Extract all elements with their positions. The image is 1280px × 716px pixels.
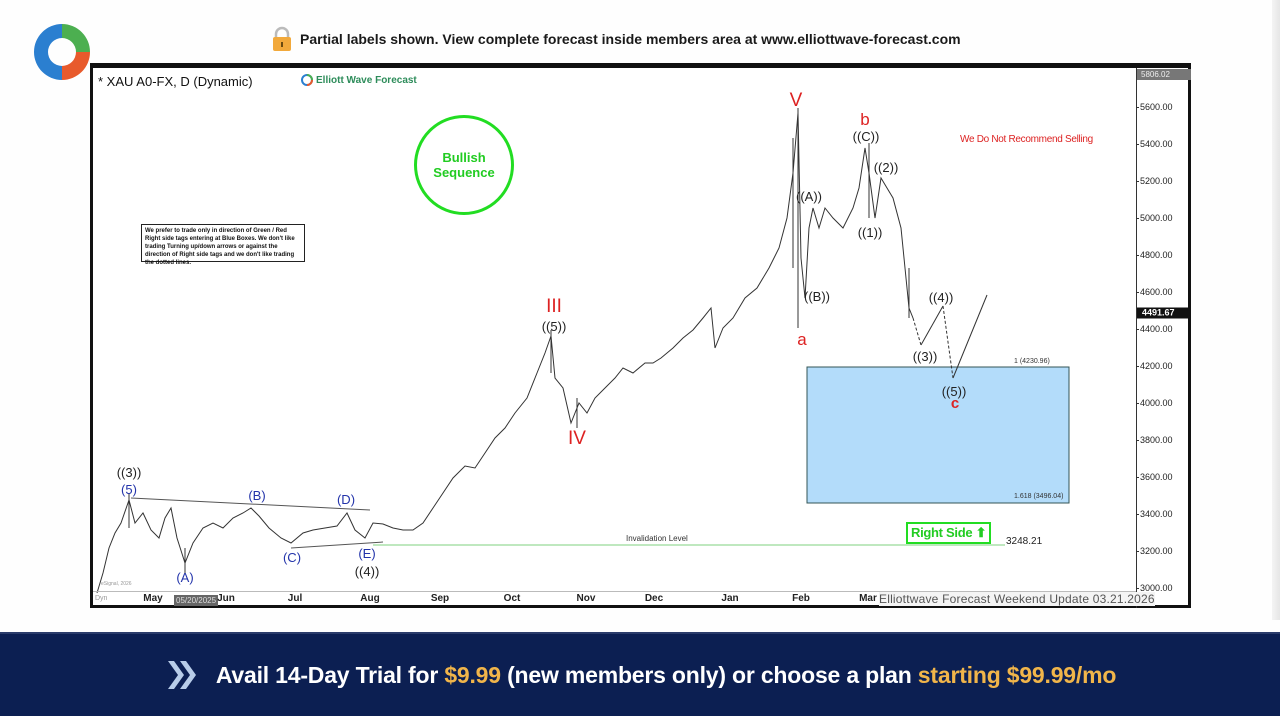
y-tick: 4400.00 bbox=[1136, 324, 1173, 334]
right-side-tag: Right Side ⬆ bbox=[906, 522, 992, 544]
x-tick: May bbox=[143, 593, 163, 604]
wave-label: (A) bbox=[176, 570, 194, 585]
wave-label: a bbox=[797, 330, 807, 349]
wave-label: III bbox=[546, 296, 562, 317]
bullish-line2: Sequence bbox=[433, 165, 495, 180]
elliott-wave-logo-icon bbox=[34, 24, 90, 80]
wave-label: ((C)) bbox=[852, 129, 880, 144]
current-price-tag: 4491.67 bbox=[1137, 307, 1191, 319]
wave-label: ((4)) bbox=[354, 564, 380, 579]
wave-label: ((A)) bbox=[796, 189, 822, 204]
partial-labels-notice: Partial labels shown. View complete fore… bbox=[272, 26, 961, 52]
right-side-text: Right Side bbox=[911, 525, 973, 540]
y-tick: 4000.00 bbox=[1136, 398, 1173, 408]
scroll-edge bbox=[1272, 0, 1280, 620]
top-price-tag: 5806.02 bbox=[1137, 69, 1191, 80]
wave-label: (C) bbox=[282, 550, 302, 565]
wave-label: (5) bbox=[121, 482, 137, 497]
brand-label: Elliott Wave Forecast bbox=[301, 74, 417, 86]
promo-banner[interactable]: Avail 14-Day Trial for $9.99 (new member… bbox=[0, 632, 1280, 716]
wave-label: (E) bbox=[358, 546, 376, 561]
fib-1618-label: 1.618 (3496.04) bbox=[1014, 493, 1064, 500]
chart-title: * XAU A0-FX, D (Dynamic) bbox=[98, 74, 253, 89]
wave-label: ((1)) bbox=[857, 225, 883, 240]
x-tick: Jul bbox=[287, 593, 303, 604]
wave-label: ((2)) bbox=[873, 160, 899, 175]
invalidation-label: Invalidation Level bbox=[626, 534, 688, 543]
brand-logo-icon bbox=[301, 74, 313, 86]
trial-price: $9.99 bbox=[444, 661, 501, 688]
y-tick: 3800.00 bbox=[1136, 435, 1173, 445]
blue-box bbox=[806, 366, 1070, 504]
y-axis: 5806.02 5600.00 5400.00 5200.00 5000.00 … bbox=[1136, 68, 1191, 608]
notice-text: Partial labels shown. View complete fore… bbox=[300, 31, 961, 47]
lock-icon bbox=[273, 26, 291, 51]
x-tick: Feb bbox=[792, 593, 810, 604]
price-chart: * XAU A0-FX, D (Dynamic) Elliott Wave Fo… bbox=[90, 63, 1191, 608]
bullish-sequence-badge: Bullish Sequence bbox=[414, 115, 514, 215]
date-tag: 05/20/2025 bbox=[174, 595, 219, 606]
wave-label: ((5)) bbox=[941, 384, 967, 399]
y-tick: 5400.00 bbox=[1136, 139, 1173, 149]
wave-label: ((3)) bbox=[116, 465, 142, 480]
x-tick: Jun bbox=[217, 593, 235, 604]
wave-label: ((4)) bbox=[928, 290, 954, 305]
x-tick: Jan bbox=[721, 593, 739, 604]
promo-text: Avail 14-Day Trial for $9.99 (new member… bbox=[215, 661, 1117, 689]
wave-label: ((3)) bbox=[912, 349, 938, 364]
chart-plot-area bbox=[96, 108, 1070, 594]
wave-label: ((5)) bbox=[541, 319, 567, 334]
promo-prefix: Avail 14-Day Trial for bbox=[215, 661, 445, 688]
promo-middle: (new members only) or choose a plan bbox=[500, 661, 918, 688]
y-tick: 3400.00 bbox=[1136, 509, 1173, 519]
x-tick: Oct bbox=[503, 593, 521, 604]
plan-price: starting $99.99/mo bbox=[917, 661, 1117, 688]
update-footer: Elliottwave Forecast Weekend Update 03.2… bbox=[879, 592, 1155, 606]
wave-label: V bbox=[789, 90, 803, 111]
up-arrow-icon: ⬆ bbox=[975, 525, 987, 540]
x-tick: Mar bbox=[859, 593, 877, 604]
bullish-line1: Bullish bbox=[442, 150, 486, 165]
x-tick: Aug bbox=[360, 593, 380, 604]
y-tick: 4200.00 bbox=[1136, 361, 1173, 371]
dyn-label: Dyn bbox=[95, 595, 108, 602]
fib-1-label: 1 (4230.96) bbox=[1014, 358, 1050, 365]
no-sell-warning: We Do Not Recommend Selling bbox=[960, 134, 1093, 145]
wave-label: IV bbox=[568, 428, 586, 449]
wave-label: ((B)) bbox=[804, 289, 830, 304]
y-tick: 4800.00 bbox=[1136, 250, 1173, 260]
double-chevron-right-icon bbox=[167, 661, 196, 689]
y-tick: 5000.00 bbox=[1136, 213, 1173, 223]
esignal-watermark: eSignal, 2026 bbox=[101, 581, 132, 587]
x-tick: Dec bbox=[644, 593, 664, 604]
y-tick: 3000.00 bbox=[1136, 583, 1173, 593]
wave-label: (D) bbox=[336, 492, 356, 507]
y-tick: 5200.00 bbox=[1136, 176, 1173, 186]
x-tick: Sep bbox=[430, 593, 450, 604]
brand-text: Elliott Wave Forecast bbox=[316, 74, 417, 86]
invalidation-value: 3248.21 bbox=[1006, 536, 1043, 547]
wave-label: (B) bbox=[248, 488, 266, 503]
x-tick: Nov bbox=[576, 593, 596, 604]
y-tick: 4600.00 bbox=[1136, 287, 1173, 297]
y-tick: 3600.00 bbox=[1136, 472, 1173, 482]
wave-label: c bbox=[950, 395, 960, 412]
y-tick: 3200.00 bbox=[1136, 546, 1173, 556]
x-axis: Dyn 05/20/2025 May Jun Jul Aug Sep Oct N… bbox=[93, 591, 1136, 608]
wave-label: b bbox=[860, 110, 870, 129]
y-tick: 5600.00 bbox=[1136, 102, 1173, 112]
trading-rule-note: We prefer to trade only in direction of … bbox=[141, 224, 305, 266]
